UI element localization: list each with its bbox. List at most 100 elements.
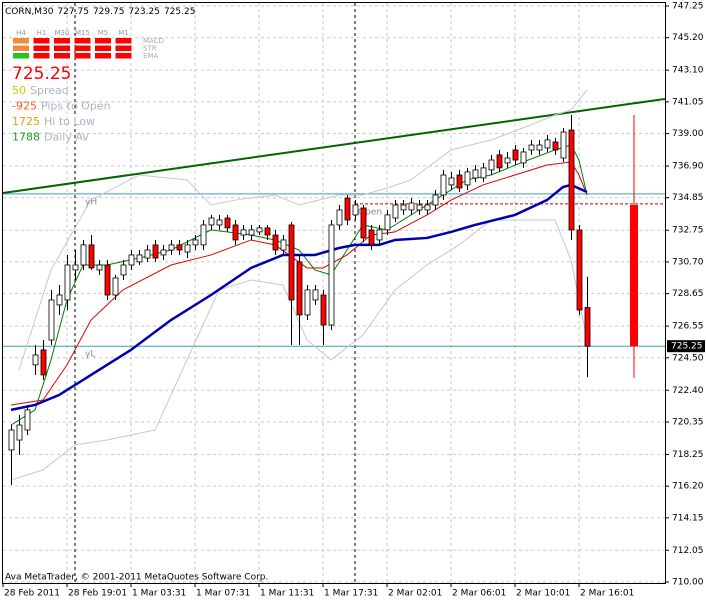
candle-body: [480, 167, 487, 179]
candle-body: [352, 204, 359, 216]
htf-body: [630, 205, 638, 347]
candle-body: [576, 229, 583, 311]
indicator-name: EMA: [143, 52, 158, 60]
candle-body: [360, 207, 367, 239]
y-tick-label: 712.05: [672, 546, 704, 556]
signal-block: [74, 45, 91, 51]
indicator-line: [18, 89, 588, 371]
candle-body: [120, 264, 127, 276]
y-tick-label: 736.90: [672, 162, 704, 172]
y-tick-label: 714.15: [672, 513, 704, 523]
footer: Ava MetaTrader, © 2001-2011 MetaQuotes S…: [5, 573, 268, 583]
timeframe-label: M30: [55, 29, 70, 37]
signal-block: [95, 45, 111, 51]
candle-body: [336, 209, 343, 226]
candle-body: [304, 289, 311, 316]
y-tick-label: 743.10: [672, 66, 704, 76]
plot-frame: [2, 2, 666, 584]
last-close: 725.25: [164, 7, 196, 17]
candle-body: [16, 424, 23, 441]
candle-body: [464, 171, 471, 186]
candle-body: [400, 204, 407, 211]
symbol: CORN,M30: [5, 7, 54, 17]
y-tick-label: 734.85: [672, 193, 704, 203]
candle-body: [488, 159, 495, 171]
x-tick-label: 2 Mar 02:01: [388, 589, 442, 599]
price-tag-label: 725.25: [671, 342, 703, 352]
candle-body: [104, 264, 111, 296]
candle-body: [232, 224, 239, 241]
signal-block: [115, 53, 132, 59]
x-tick-label: 28 Feb 19:01: [68, 589, 127, 599]
timeframe-label: H1: [37, 29, 47, 37]
candle-body: [48, 299, 55, 341]
y-tick-label: 710.00: [672, 578, 704, 588]
candle-body: [440, 174, 447, 196]
signal-block: [33, 53, 50, 59]
timeframe-label: M1: [118, 29, 129, 37]
candle-body: [72, 264, 79, 271]
x-tick-label: 28 Feb 2011: [4, 589, 60, 599]
x-tick-label: 1 Mar 07:31: [196, 589, 250, 599]
candle-body: [296, 261, 303, 316]
stat-label: Hi to Low: [44, 115, 95, 128]
timeframe-label: M5: [98, 29, 109, 37]
candle-body: [8, 429, 15, 451]
big-price: 725.25: [12, 64, 71, 84]
candle-body: [528, 144, 535, 151]
y-tick-label: 716.20: [672, 482, 704, 492]
candle-body: [504, 157, 511, 164]
signal-block: [115, 38, 132, 44]
candle-body: [544, 139, 551, 149]
candle-body: [568, 129, 575, 231]
candle-body: [552, 141, 559, 151]
plot: yH yL Open: [2, 89, 666, 486]
chart-title: CORN,M30 727.75 729.75 723.25 725.25: [5, 7, 195, 17]
stat: 50 Spread: [12, 84, 69, 97]
candle-body: [312, 289, 319, 301]
signal-block: [95, 53, 111, 59]
candle-body: [176, 244, 183, 251]
y-tick-label: 739.00: [672, 129, 704, 139]
signal-block: [13, 53, 29, 59]
candle-body: [24, 409, 31, 431]
x-tick-label: 2 Mar 06:01: [452, 589, 506, 599]
y-tick-label: 728.65: [672, 289, 704, 299]
y-tick-label: 718.25: [672, 450, 704, 460]
signal-block: [54, 45, 70, 51]
candle-body: [136, 254, 143, 263]
signal-block: [54, 38, 70, 44]
x-tick-label: 2 Mar 10:01: [516, 589, 570, 599]
candle-body: [40, 349, 47, 376]
candle-body: [376, 229, 383, 241]
stat-value: -925: [12, 100, 37, 113]
candle-body: [512, 149, 519, 161]
signal-block: [115, 45, 132, 51]
indicator-line: [10, 183, 588, 412]
candle-body: [208, 217, 215, 226]
stat-label: Pips to Open: [41, 100, 111, 113]
y-tick-label: 724.50: [672, 353, 704, 363]
candle-body: [160, 249, 167, 256]
x-tick-label: 1 Mar 03:31: [132, 589, 186, 599]
candle-body: [368, 229, 375, 246]
indicator-line: [10, 161, 588, 406]
candle-body: [408, 202, 415, 211]
candle-body: [320, 294, 327, 326]
info-panel: CORN,M30 727.75 729.75 723.25 725.25 725.25 …: [5, 7, 195, 144]
candle-body: [144, 249, 151, 259]
candle-body: [192, 239, 199, 246]
signal-block: [74, 53, 91, 59]
indicator-name: MACD: [143, 37, 164, 45]
candle-body: [112, 277, 119, 296]
candle-body: [168, 244, 175, 251]
candle-body: [456, 174, 463, 189]
y-tick-label: 732.75: [672, 226, 704, 236]
stat-value: 50: [12, 84, 26, 97]
candle-body: [392, 204, 399, 219]
candle-body: [584, 307, 591, 347]
candle-body: [520, 151, 527, 164]
